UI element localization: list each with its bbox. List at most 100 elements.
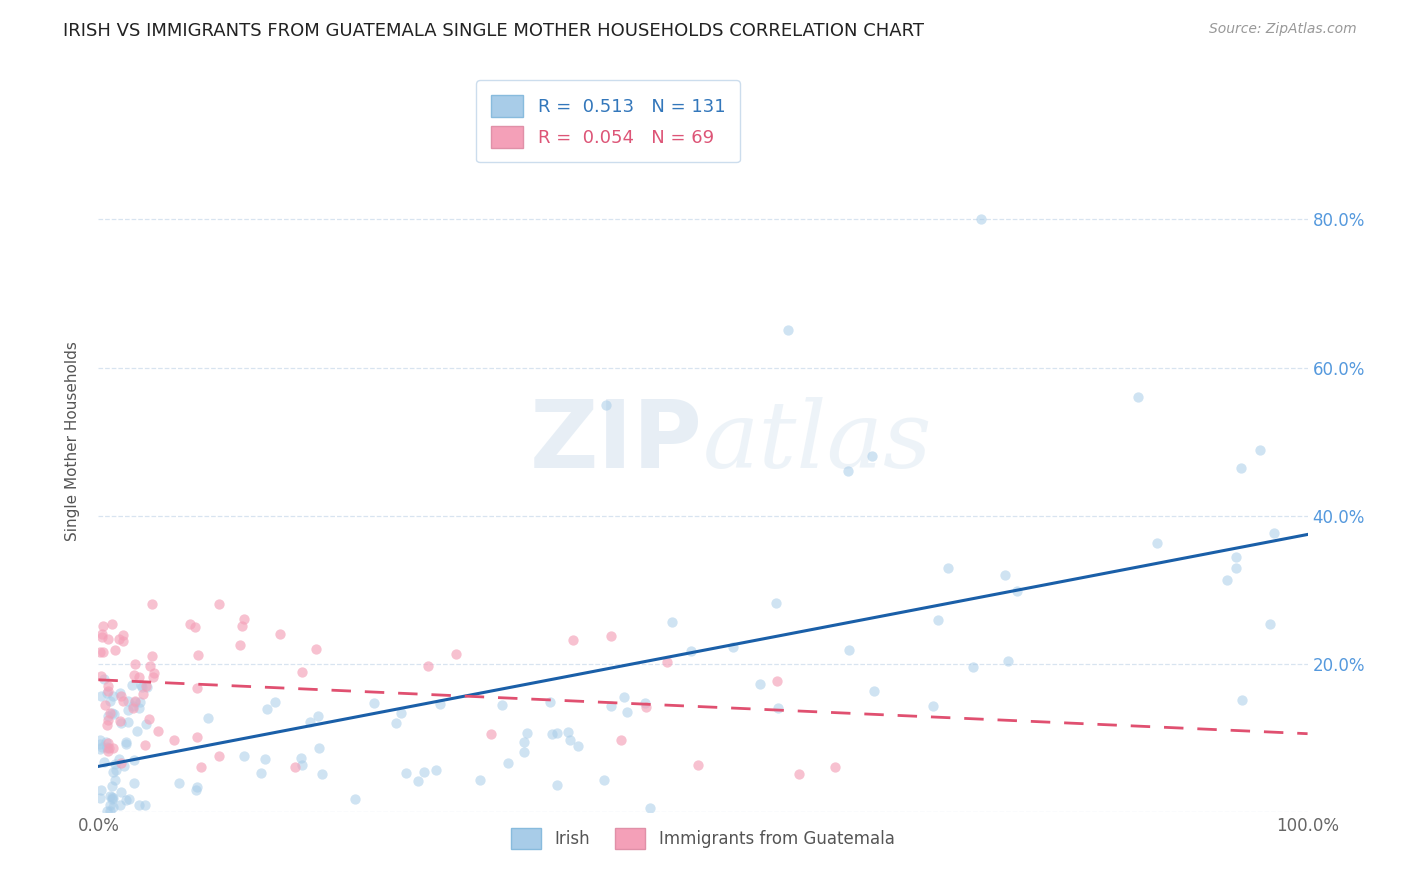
Point [748,677,770,691]
Point [142,670,165,684]
Point [446,647,468,661]
Point [538,695,561,709]
Point [208,598,231,612]
Point [108,686,131,700]
Point [101,790,124,805]
Point [1225,549,1247,564]
Point [91,627,114,641]
Point [187,648,209,663]
Point [96,739,118,754]
Point [284,760,307,774]
Point [787,767,810,781]
Point [253,752,276,766]
Point [655,655,678,669]
Point [491,698,513,712]
Point [122,667,145,681]
Point [124,693,146,707]
Point [124,694,146,708]
Point [103,707,125,722]
Point [824,760,846,774]
Point [186,731,208,745]
Point [124,657,146,671]
Point [922,699,945,714]
Point [98,789,121,803]
Point [1128,390,1150,404]
Point [112,759,135,773]
Point [101,792,124,806]
Point [515,725,537,739]
Point [148,723,170,738]
Point [122,753,145,767]
Point [91,630,114,644]
Point [134,738,156,752]
Point [186,681,208,696]
Point [108,714,131,728]
Point [389,706,412,720]
Point [837,464,859,478]
Point [595,398,617,412]
Point [721,640,744,654]
Point [138,659,160,673]
Point [1225,561,1247,575]
Point [117,714,139,729]
Point [115,738,138,752]
Point [308,741,330,756]
Point [141,649,163,664]
Point [96,735,118,749]
Point [91,739,114,754]
Point [91,618,114,632]
Point [512,745,534,759]
Point [567,739,589,754]
Point [661,615,683,629]
Point [256,702,278,716]
Point [562,632,585,647]
Point [232,612,254,626]
Y-axis label: Single Mother Households: Single Mother Households [65,342,80,541]
Point [121,699,143,714]
Point [122,776,145,790]
Point [103,764,125,779]
Point [343,792,366,806]
Point [860,450,883,464]
Point [101,740,124,755]
Point [97,736,120,750]
Point [108,632,131,646]
Point [128,670,150,684]
Point [143,666,166,681]
Point [1005,584,1028,599]
Point [89,646,111,660]
Point [100,779,122,793]
Point [141,598,163,612]
Point [264,695,287,709]
Point [117,694,139,708]
Point [496,756,519,771]
Point [765,596,787,610]
Point [1230,692,1253,706]
Point [613,690,636,704]
Point [1216,573,1239,587]
Point [97,709,120,723]
Point [1249,443,1271,458]
Point [416,658,439,673]
Point [307,709,329,723]
Point [98,706,121,721]
Point [97,744,120,758]
Point [190,760,212,774]
Point [298,715,321,730]
Point [679,644,702,658]
Point [1263,526,1285,541]
Point [111,634,134,648]
Point [395,766,418,780]
Point [101,790,124,805]
Point [546,778,568,792]
Point [429,697,451,711]
Point [636,700,658,714]
Point [97,713,120,727]
Point [135,680,157,694]
Point [121,678,143,692]
Point [138,712,160,726]
Point [135,680,157,694]
Point [232,749,254,764]
Point [599,629,621,643]
Point [117,703,139,717]
